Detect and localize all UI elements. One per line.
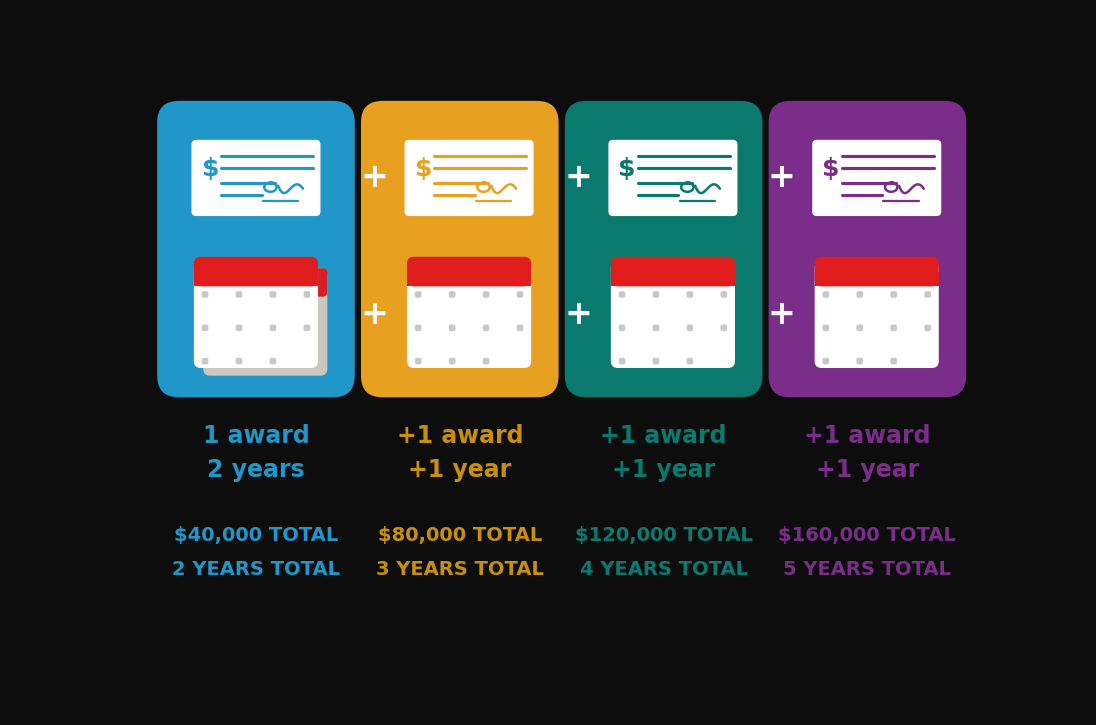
Text: 5 YEARS TOTAL: 5 YEARS TOTAL	[784, 560, 951, 579]
FancyBboxPatch shape	[652, 291, 660, 298]
FancyBboxPatch shape	[236, 291, 242, 298]
FancyBboxPatch shape	[415, 291, 422, 298]
FancyBboxPatch shape	[482, 358, 490, 365]
Text: 4 YEARS TOTAL: 4 YEARS TOTAL	[580, 560, 747, 579]
FancyBboxPatch shape	[720, 325, 727, 331]
FancyBboxPatch shape	[284, 268, 328, 297]
FancyBboxPatch shape	[610, 260, 735, 368]
FancyBboxPatch shape	[822, 325, 830, 331]
Text: 1 award: 1 award	[203, 424, 309, 448]
FancyBboxPatch shape	[610, 257, 735, 286]
FancyBboxPatch shape	[203, 268, 328, 376]
Text: $: $	[414, 157, 432, 181]
FancyBboxPatch shape	[720, 291, 727, 298]
FancyBboxPatch shape	[270, 325, 276, 331]
FancyBboxPatch shape	[202, 358, 208, 365]
FancyBboxPatch shape	[202, 291, 208, 298]
Text: +: +	[361, 298, 388, 331]
FancyBboxPatch shape	[448, 291, 456, 298]
FancyBboxPatch shape	[194, 260, 318, 368]
FancyBboxPatch shape	[822, 291, 830, 298]
FancyBboxPatch shape	[890, 358, 897, 365]
FancyBboxPatch shape	[652, 325, 660, 331]
FancyBboxPatch shape	[407, 260, 532, 368]
FancyBboxPatch shape	[890, 291, 897, 298]
Bar	[814, 272, 939, 286]
FancyBboxPatch shape	[686, 291, 693, 298]
Text: +1 year: +1 year	[408, 457, 512, 481]
Text: +1 year: +1 year	[612, 457, 716, 481]
FancyBboxPatch shape	[415, 358, 422, 365]
FancyBboxPatch shape	[686, 325, 693, 331]
Bar	[407, 272, 532, 286]
FancyBboxPatch shape	[270, 358, 276, 365]
Text: +: +	[768, 298, 796, 331]
FancyBboxPatch shape	[407, 257, 532, 286]
FancyBboxPatch shape	[270, 291, 276, 298]
Text: 2 years: 2 years	[207, 457, 305, 481]
Text: +1 award: +1 award	[601, 424, 727, 448]
Text: 3 YEARS TOTAL: 3 YEARS TOTAL	[376, 560, 544, 579]
FancyBboxPatch shape	[618, 291, 626, 298]
Text: +1 award: +1 award	[804, 424, 931, 448]
FancyBboxPatch shape	[304, 325, 310, 331]
FancyBboxPatch shape	[448, 325, 456, 331]
FancyBboxPatch shape	[415, 325, 422, 331]
Text: +: +	[564, 298, 592, 331]
Text: $: $	[822, 157, 840, 181]
FancyBboxPatch shape	[924, 291, 931, 298]
FancyBboxPatch shape	[618, 358, 626, 365]
FancyBboxPatch shape	[564, 101, 763, 397]
FancyBboxPatch shape	[768, 101, 967, 397]
FancyBboxPatch shape	[652, 358, 660, 365]
FancyBboxPatch shape	[361, 101, 559, 397]
FancyBboxPatch shape	[482, 291, 490, 298]
FancyBboxPatch shape	[618, 325, 626, 331]
FancyBboxPatch shape	[924, 325, 931, 331]
FancyBboxPatch shape	[194, 257, 318, 286]
Bar	[194, 272, 318, 286]
FancyBboxPatch shape	[608, 140, 738, 216]
FancyBboxPatch shape	[236, 358, 242, 365]
FancyBboxPatch shape	[482, 325, 490, 331]
Text: +1 award: +1 award	[397, 424, 523, 448]
FancyBboxPatch shape	[157, 101, 355, 397]
FancyBboxPatch shape	[686, 358, 693, 365]
FancyBboxPatch shape	[812, 140, 941, 216]
FancyBboxPatch shape	[822, 358, 830, 365]
Text: +: +	[768, 162, 796, 194]
Text: $: $	[202, 157, 219, 181]
Text: $: $	[618, 157, 636, 181]
FancyBboxPatch shape	[890, 325, 897, 331]
Text: $40,000 TOTAL: $40,000 TOTAL	[174, 526, 338, 545]
FancyBboxPatch shape	[856, 291, 863, 298]
Text: +: +	[564, 162, 592, 194]
FancyBboxPatch shape	[814, 260, 939, 368]
FancyBboxPatch shape	[448, 358, 456, 365]
FancyBboxPatch shape	[304, 291, 310, 298]
Text: $80,000 TOTAL: $80,000 TOTAL	[378, 526, 541, 545]
FancyBboxPatch shape	[856, 325, 863, 331]
FancyBboxPatch shape	[404, 140, 534, 216]
FancyBboxPatch shape	[236, 325, 242, 331]
FancyBboxPatch shape	[516, 325, 523, 331]
Text: 2 YEARS TOTAL: 2 YEARS TOTAL	[172, 560, 340, 579]
FancyBboxPatch shape	[814, 257, 939, 286]
Text: +: +	[361, 162, 388, 194]
FancyBboxPatch shape	[856, 358, 863, 365]
Bar	[610, 272, 735, 286]
FancyBboxPatch shape	[516, 291, 523, 298]
Text: $160,000 TOTAL: $160,000 TOTAL	[778, 526, 957, 545]
FancyBboxPatch shape	[192, 140, 320, 216]
FancyBboxPatch shape	[202, 325, 208, 331]
Text: $120,000 TOTAL: $120,000 TOTAL	[574, 526, 753, 545]
Text: +1 year: +1 year	[815, 457, 920, 481]
